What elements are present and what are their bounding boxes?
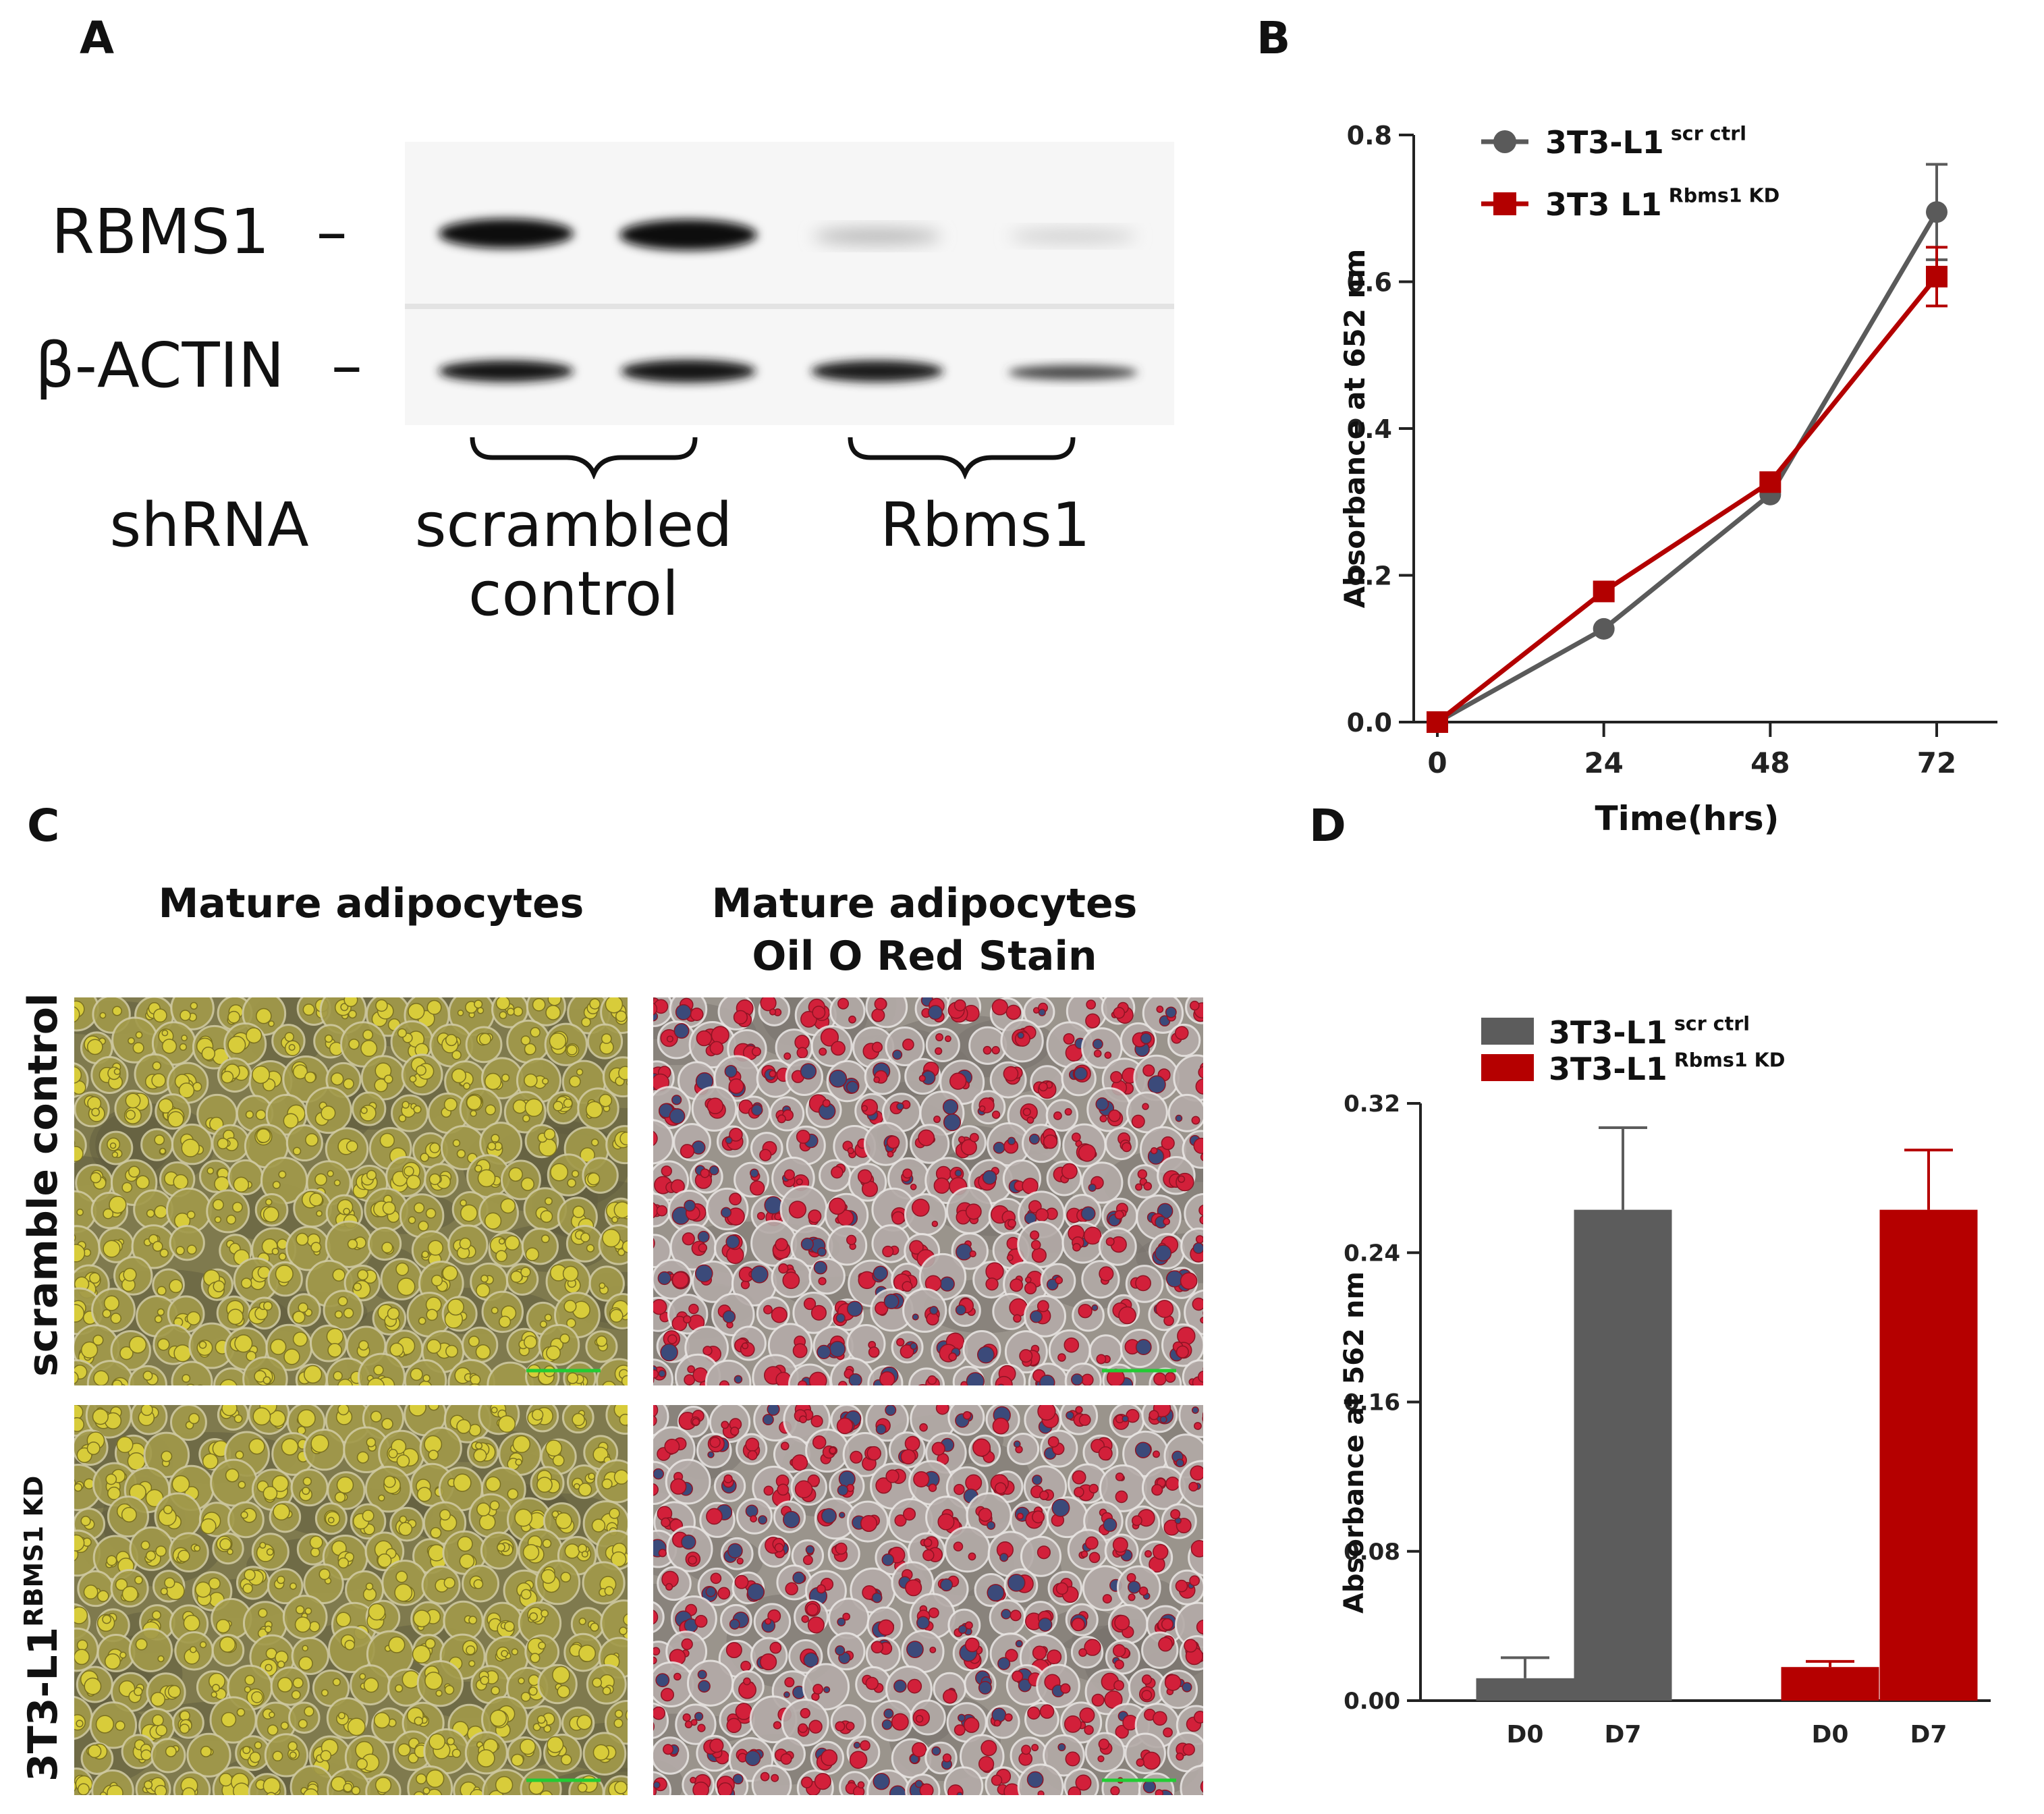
x-tick-label-b: 48 <box>1750 746 1790 779</box>
y-tick-label-b: 0.6 <box>1347 268 1392 298</box>
data-point-1 <box>1926 265 1948 287</box>
panel-letter-d: D <box>1309 800 1346 852</box>
band-label-actin: β-ACTIN – <box>35 329 362 402</box>
group-label-rbms1: Rbms1 <box>803 491 1167 560</box>
y-tick-label-d: 0.24 <box>1344 1240 1400 1267</box>
band-actin-lane-2 <box>621 360 756 383</box>
bar-1-0 <box>1781 1667 1879 1701</box>
line-chart-b: 0.0 0.2 0.4 0.6 0.8 0 24 48 72 Time(hrs) Absorbanc… <box>1338 121 1997 838</box>
band-label-rbms1-text: RBMS1 <box>51 196 270 268</box>
column-title-1-line1: Mature adipocytes <box>158 880 584 927</box>
y-tick-label-b: 0.2 <box>1347 561 1392 591</box>
row-label-3t3-l1-rbms1-kd: 3T3-L1RBMS1 KD <box>19 1476 67 1782</box>
band-actin-lane-4 <box>1008 365 1138 380</box>
x-tick-label-b: 24 <box>1584 746 1623 779</box>
band-rbms1-lane-3 <box>813 228 941 244</box>
row-label-scramble-control-text: scramble control <box>20 993 67 1377</box>
legend-swatch-d-1 <box>1481 1054 1534 1081</box>
row-label-3t3-l1-text: 3T3-L1 <box>20 1626 67 1782</box>
legend-marker-1 <box>1493 192 1516 215</box>
group-label-scrambled-line1: scrambled <box>414 490 733 561</box>
y-tick-label-d: 0.08 <box>1344 1539 1400 1566</box>
band-rbms1-lane-2 <box>619 219 757 250</box>
data-point-1 <box>1427 711 1448 733</box>
band-dash-actin: – <box>331 329 362 402</box>
group-label-scrambled-control: scrambled control <box>378 491 769 629</box>
row-label-shrna: shRNA <box>109 490 309 561</box>
x-tick-label-b: 72 <box>1917 746 1956 779</box>
micrograph-scramble-oil-red <box>653 997 1203 1385</box>
y-axis-title-b: Absorbance at 652 nm <box>1338 249 1371 608</box>
x-tick-label-d: D7 <box>1605 1721 1642 1749</box>
bar-0-0 <box>1476 1678 1574 1701</box>
y-tick-label-d: 0.00 <box>1344 1688 1400 1715</box>
x-tick-label-d: D7 <box>1910 1721 1948 1749</box>
band-rbms1-lane-4 <box>1009 229 1137 243</box>
legend-label-0: 3T3-L1 scr ctrl <box>1545 123 1746 161</box>
series-line-0 <box>1436 211 1939 725</box>
micrograph-kd-brightfield <box>74 1405 628 1795</box>
column-title-oil-red-stain: Mature adipocytes Oil O Red Stain <box>628 877 1221 983</box>
legend-swatch-d-0 <box>1481 1018 1534 1045</box>
data-point-0 <box>1593 617 1615 640</box>
bracket-rbms1 <box>848 437 1076 479</box>
band-rbms1-lane-1 <box>439 219 574 248</box>
panel-letter-c: C <box>27 800 60 852</box>
group-label-rbms1-line1: Rbms1 <box>880 490 1090 561</box>
column-title-2-line1: Mature adipocytes <box>711 880 1138 927</box>
band-dash-rbms1: – <box>316 196 348 268</box>
band-label-rbms1: RBMS1 – <box>51 196 348 268</box>
x-tick-label-d: D0 <box>1507 1721 1544 1749</box>
bar-0-1 <box>1574 1209 1672 1701</box>
y-axis-title-d: Absorbance at 562 nm <box>1339 1271 1370 1614</box>
y-tick-label-b: 0.8 <box>1347 121 1392 150</box>
micrograph-scramble-brightfield <box>74 997 628 1385</box>
series-line-1 <box>1435 275 1939 724</box>
y-tick-label-b: 0.4 <box>1347 414 1392 444</box>
y-tick-label-d: 0.32 <box>1344 1091 1400 1118</box>
column-title-mature-adipocytes: Mature adipocytes <box>74 877 668 930</box>
y-tick-label-b: 0.0 <box>1347 708 1392 738</box>
band-actin-lane-1 <box>439 360 574 382</box>
legend-label-1: 3T3 L1 Rbms1 KD <box>1545 185 1779 223</box>
data-point-1 <box>1593 580 1615 603</box>
panel-letter-b: B <box>1256 12 1291 64</box>
band-actin-lane-3 <box>811 360 943 382</box>
x-axis-title-b: Time(hrs) <box>1595 799 1779 838</box>
group-label-scrambled-line2: control <box>468 559 679 630</box>
bar-chart-d: 0.00 0.08 0.16 0.24 0.32 Absorbance at 562 nm… <box>1339 1013 1991 1749</box>
micrograph-kd-oil-red <box>653 1405 1203 1795</box>
band-label-actin-text: β-ACTIN <box>35 329 285 402</box>
x-tick-label-b: 0 <box>1427 746 1447 779</box>
legend-label-d-1: 3T3-L1 Rbms1 KD <box>1549 1049 1785 1087</box>
western-blot-image <box>405 142 1174 425</box>
column-title-2-line2: Oil O Red Stain <box>752 933 1097 980</box>
legend-label-d-0: 3T3-L1 scr ctrl <box>1549 1013 1750 1051</box>
bracket-scrambled-control <box>470 437 698 479</box>
row-label-scramble-control: scramble control <box>19 993 67 1377</box>
group-brackets <box>470 437 1076 479</box>
legend-marker-0 <box>1493 130 1516 153</box>
data-point-0 <box>1926 201 1948 223</box>
row-label-3t3-l1-sup: RBMS1 KD <box>19 1475 49 1627</box>
data-point-1 <box>1759 471 1781 493</box>
bar-1-1 <box>1879 1209 1978 1701</box>
y-tick-label-d: 0.16 <box>1344 1390 1400 1417</box>
panel-letter-a: A <box>80 12 115 64</box>
x-tick-label-d: D0 <box>1812 1721 1849 1749</box>
